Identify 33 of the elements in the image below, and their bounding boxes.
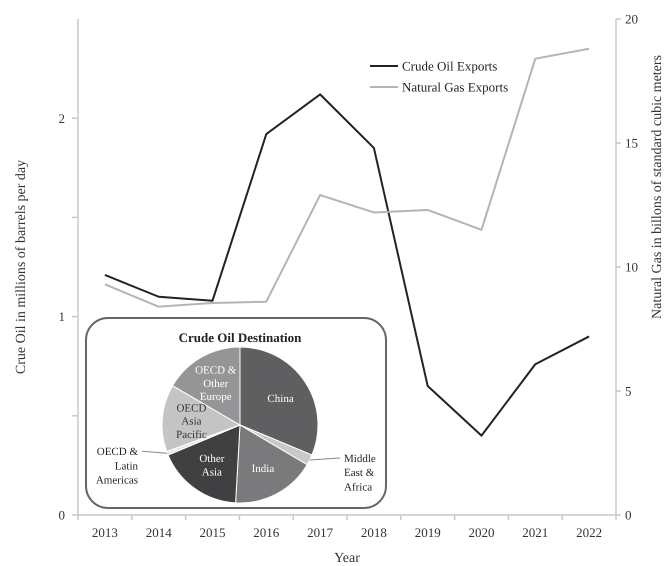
x-tick-label: 2020 xyxy=(468,525,494,540)
line-series xyxy=(104,93,590,437)
y2-tick-label: 10 xyxy=(625,260,638,275)
x-tick-label: 2016 xyxy=(253,525,280,540)
slice-label: OECD Asia Pacific xyxy=(176,402,207,441)
slice-label: Middle East & Africa xyxy=(344,452,376,494)
slice-label: China xyxy=(267,392,294,405)
y-tick-label: 2 xyxy=(58,110,65,126)
y-tick-label: 0 xyxy=(58,508,65,523)
x-tick-label: 2021 xyxy=(522,525,548,540)
legend-label: Natural Gas Exports xyxy=(402,80,508,95)
y2-tick-label: 0 xyxy=(625,508,632,523)
y2-tick-label: 20 xyxy=(625,12,638,27)
y2-tick-label: 5 xyxy=(625,384,632,399)
y-tick-label: 1 xyxy=(58,309,65,324)
x-axis-title: Year xyxy=(334,551,360,566)
slice-label: Other Asia xyxy=(199,453,225,478)
slice-label: OECD & Latin Americas xyxy=(96,446,138,487)
y2-axis-title: Natural Gas in billons of standard cubic meters xyxy=(650,55,665,319)
x-tick-label: 2017 xyxy=(307,525,334,540)
x-tick-label: 2018 xyxy=(360,525,387,540)
chart-title: Crude Oil Destination xyxy=(178,330,302,345)
x-tick-label: 2013 xyxy=(92,525,118,540)
slice-label: OECD & Other Europe xyxy=(195,364,237,403)
x-tick-label: 2019 xyxy=(414,525,441,540)
y-axis-title: Crue Oil in millions of barrels per day xyxy=(14,160,29,374)
legend-label: Crude Oil Exports xyxy=(402,58,498,74)
y2-tick-label: 15 xyxy=(625,136,638,151)
slice-label: India xyxy=(252,462,274,475)
line-series xyxy=(104,48,590,308)
x-tick-label: 2022 xyxy=(576,525,602,540)
x-tick-label: 2014 xyxy=(146,525,172,540)
x-tick-label: 2015 xyxy=(200,525,226,540)
